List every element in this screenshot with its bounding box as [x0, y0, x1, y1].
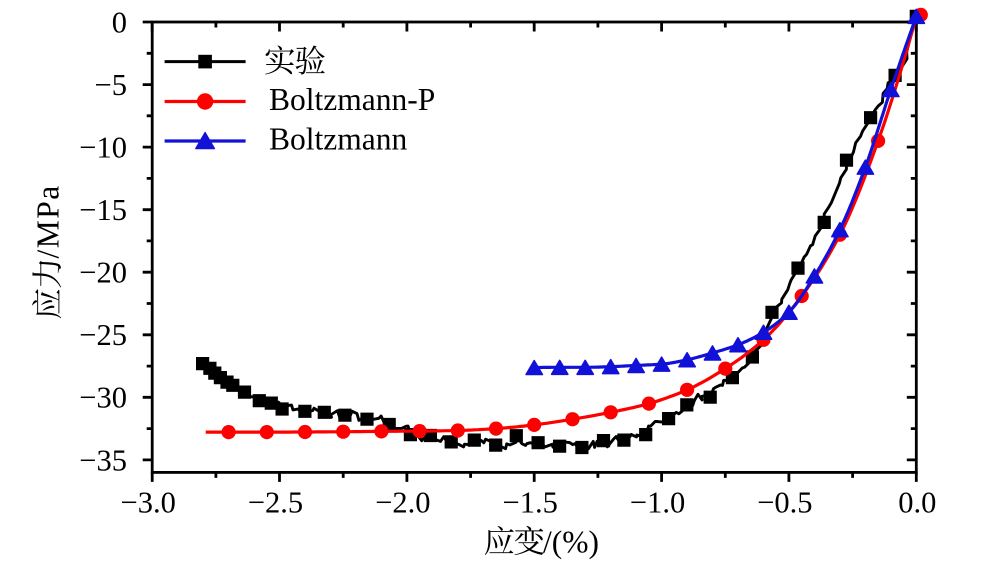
svg-text:−2.0: −2.0 [375, 486, 430, 520]
svg-text:−0.5: −0.5 [757, 486, 812, 520]
svg-text:−5: −5 [95, 68, 127, 102]
svg-text:Boltzmann-P: Boltzmann-P [269, 82, 435, 117]
svg-text:−30: −30 [79, 381, 127, 415]
svg-text:−1.5: −1.5 [503, 486, 558, 520]
svg-text:−20: −20 [79, 256, 127, 290]
svg-text:−3.0: −3.0 [121, 486, 176, 520]
svg-text:/(%): /(%) [543, 525, 599, 560]
svg-text:−15: −15 [79, 193, 127, 227]
svg-text:−35: −35 [79, 443, 127, 477]
svg-text:/MPa: /MPa [31, 184, 66, 258]
svg-text:−2.5: −2.5 [248, 486, 303, 520]
svg-text:−10: −10 [79, 131, 127, 165]
svg-text:−25: −25 [79, 318, 127, 352]
svg-text:−1.0: −1.0 [630, 486, 685, 520]
svg-text:0.0: 0.0 [898, 486, 936, 520]
svg-text:0: 0 [112, 5, 127, 39]
svg-text:Boltzmann: Boltzmann [269, 122, 407, 157]
